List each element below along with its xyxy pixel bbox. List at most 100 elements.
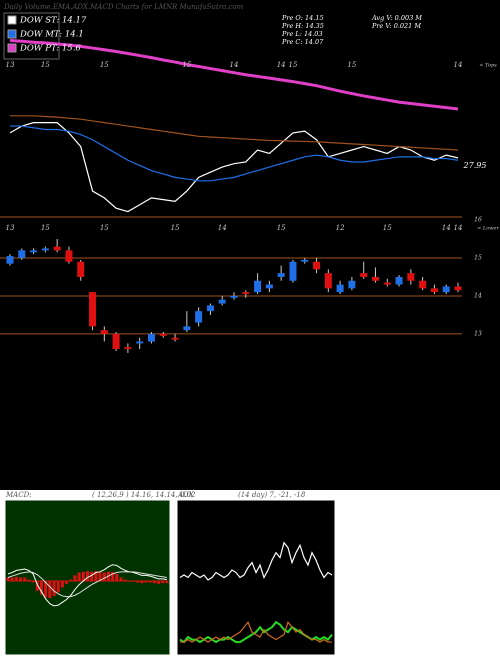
candle-body bbox=[395, 276, 403, 285]
x-tick-label: 15 bbox=[41, 61, 50, 69]
x-tick-label: 13 bbox=[6, 224, 15, 232]
candle-body bbox=[442, 286, 450, 293]
histogram-bar bbox=[119, 577, 123, 582]
candle-body bbox=[301, 259, 309, 262]
candle-body bbox=[289, 261, 297, 281]
histogram-bar bbox=[56, 581, 60, 593]
histogram-bar bbox=[98, 572, 102, 582]
candle-body bbox=[206, 305, 214, 312]
histogram-bar bbox=[14, 576, 18, 582]
info-text: Pre O: 14.15 bbox=[281, 14, 324, 22]
candle-body bbox=[336, 284, 344, 293]
series-line bbox=[7, 571, 168, 598]
info-text: Pre L: 14.03 bbox=[281, 30, 323, 38]
candle-body bbox=[324, 273, 332, 289]
info-text: Pre H: 14.35 bbox=[281, 22, 324, 30]
histogram-bar bbox=[111, 571, 115, 582]
candle-body bbox=[195, 311, 203, 323]
series-line bbox=[9, 39, 459, 111]
x-tick-label: 15 bbox=[288, 61, 297, 69]
info-text: Pre V: 0.021 M bbox=[371, 22, 421, 30]
x-tick-label: 14 bbox=[454, 224, 463, 232]
candle-body bbox=[171, 337, 179, 340]
histogram-bar bbox=[152, 581, 156, 584]
adx-subtitle: (14 day) 7, -21, -18 bbox=[238, 491, 306, 499]
histogram-bar bbox=[144, 581, 148, 583]
x-tick-label: 14 bbox=[218, 224, 227, 232]
candle-body bbox=[6, 256, 14, 264]
x-tick-label: 14 bbox=[277, 61, 286, 69]
histogram-bar bbox=[90, 571, 94, 582]
series-line bbox=[7, 564, 168, 607]
x-tick-label: 15 bbox=[277, 224, 286, 232]
series-line bbox=[10, 115, 459, 151]
candle-body bbox=[147, 333, 155, 342]
histogram-bar bbox=[27, 579, 31, 582]
x-tick-label: 14 bbox=[230, 61, 239, 69]
upper-background bbox=[0, 0, 500, 490]
info-text: Pre C: 14.07 bbox=[281, 38, 324, 46]
x-tick-label: 15 bbox=[182, 61, 191, 69]
x-tick-label: 15 bbox=[383, 224, 392, 232]
candle-body bbox=[265, 284, 273, 289]
legend-label: DOW ST: 14.17 bbox=[19, 16, 87, 26]
candle-body bbox=[136, 341, 144, 344]
candle-body bbox=[254, 280, 262, 293]
histogram-bar bbox=[127, 581, 131, 582]
annotation: < Tops bbox=[479, 63, 497, 69]
annotation: < Lower bbox=[477, 226, 499, 232]
x-tick-label: 12 bbox=[336, 224, 345, 232]
candle-body bbox=[419, 280, 427, 289]
candle-body bbox=[371, 276, 379, 281]
macd-subtitle: ( 12,26,9 ) 14.16, 14.14, 0.02 bbox=[92, 491, 196, 499]
adx-panel bbox=[176, 499, 336, 656]
histogram-bar bbox=[94, 571, 98, 582]
histogram-bar bbox=[10, 577, 14, 582]
candle-body bbox=[407, 273, 415, 281]
x-tick-label: 15 bbox=[100, 224, 109, 232]
candle-body bbox=[124, 347, 132, 350]
x-tick-label: 15 bbox=[41, 224, 50, 232]
histogram-bar bbox=[157, 581, 161, 584]
candle-body bbox=[360, 273, 368, 277]
histogram-bar bbox=[140, 581, 144, 584]
candle-body bbox=[430, 288, 438, 293]
candle-body bbox=[18, 250, 26, 258]
histogram-bar bbox=[77, 572, 81, 582]
histogram-bar bbox=[148, 581, 152, 583]
legend-swatch bbox=[7, 29, 17, 39]
histogram-bar bbox=[35, 581, 39, 591]
series-line bbox=[9, 122, 459, 213]
candle-body bbox=[30, 250, 38, 253]
histogram-bar bbox=[161, 581, 165, 584]
series-line bbox=[179, 541, 333, 581]
histogram-bar bbox=[73, 575, 77, 582]
histogram-bar bbox=[19, 577, 23, 582]
candle-body bbox=[277, 273, 285, 277]
annotation: 27.95 bbox=[463, 161, 487, 170]
x-tick-label: 15 bbox=[347, 61, 356, 69]
histogram-bar bbox=[44, 581, 48, 598]
candle-body bbox=[242, 292, 250, 295]
y-tick-label: 14 bbox=[474, 292, 482, 299]
candle-body bbox=[348, 280, 356, 289]
legend-label: DOW MT: 14.1 bbox=[19, 30, 84, 40]
candle-body bbox=[112, 333, 120, 350]
legend-label: DOW PT: 15.6 bbox=[19, 44, 81, 54]
adx-title: ADX bbox=[177, 491, 195, 499]
histogram-bar bbox=[132, 581, 136, 582]
candle-body bbox=[65, 250, 73, 262]
chart-title: Daily Volume,EMA,ADX,MACD Charts for LMN… bbox=[3, 3, 244, 11]
histogram-bar bbox=[86, 571, 89, 582]
candle-body bbox=[454, 286, 462, 291]
histogram-bar bbox=[123, 579, 127, 582]
histogram-bar bbox=[6, 577, 10, 582]
histogram-bar bbox=[60, 581, 64, 588]
candle-body bbox=[77, 261, 85, 277]
y-tick-label: 16 bbox=[474, 217, 482, 224]
y-tick-label: 13 bbox=[474, 330, 482, 337]
candle-body bbox=[183, 326, 191, 331]
histogram-bar bbox=[48, 581, 52, 599]
candle-body bbox=[230, 295, 238, 298]
